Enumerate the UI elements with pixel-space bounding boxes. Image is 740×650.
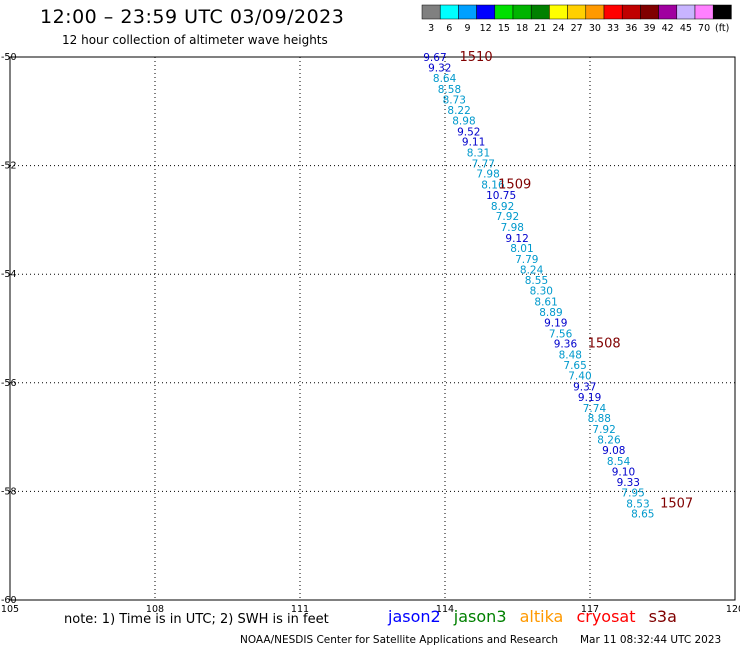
axis-ticks: 105 108 111 114 117 120 -50 -52 -54 -56 -58 -60	[1, 52, 740, 615]
wave-height-point: 9.10	[612, 466, 635, 478]
legend-label: 45	[680, 23, 692, 34]
y-tick-label: -52	[1, 161, 17, 172]
mission-altika: altika	[519, 607, 564, 626]
wave-height-point: 7.95	[621, 487, 644, 499]
y-tick-label: -50	[1, 52, 17, 63]
credit-line: NOAA/NESDIS Center for Satellite Applica…	[240, 634, 558, 646]
wave-height-point: 9.19	[544, 318, 567, 330]
generated-timestamp: Mar 11 08:32:44 UTC 2023	[580, 634, 722, 646]
wave-height-point: 9.32	[428, 62, 451, 74]
chart-plot: 105 108 111 114 117 120 -50 -52 -54 -56 -58 -60 9.6…	[1, 50, 740, 615]
time-labels: 1510 1509 1508 1507	[460, 50, 694, 511]
footnote: note: 1) Time is in UTC; 2) SWH is in fe…	[64, 612, 329, 627]
wave-height-point: 9.37	[573, 382, 596, 394]
color-legend: 3 6 9 12 15 18 21 24 27 30 33 36 39 42 45 70 (ft)	[421, 4, 732, 34]
wave-height-point: 7.40	[568, 371, 591, 383]
wave-height-point: 8.65	[631, 509, 654, 521]
wave-height-point: 7.98	[476, 169, 499, 181]
wave-height-point: 9.36	[554, 339, 578, 351]
time-label: 1509	[498, 178, 531, 193]
wave-height-point: 7.56	[549, 328, 573, 340]
wave-height-point: 9.11	[462, 137, 485, 149]
legend-label: 12	[480, 23, 492, 34]
chart-title: 12:00 – 23:59 UTC 03/09/2023	[40, 6, 345, 28]
x-tick-label: 114	[436, 604, 454, 615]
x-tick-label: 108	[146, 604, 164, 615]
time-label: 1507	[660, 496, 693, 511]
plot-frame	[9, 56, 736, 601]
legend-label: 42	[662, 23, 674, 34]
time-label: 1510	[460, 50, 493, 65]
wave-height-point: 8.22	[447, 105, 470, 117]
wave-height-point: 9.52	[457, 126, 480, 138]
grid-lines	[10, 57, 735, 600]
mission-jason2: jason2	[388, 607, 441, 626]
mission-legend: jason2 jason3 altika cryosat s3a	[388, 607, 685, 626]
wave-height-point: 7.92	[592, 424, 615, 436]
legend-label: 30	[589, 23, 601, 34]
legend-label: 24	[552, 23, 564, 34]
wave-height-point: 8.61	[534, 296, 557, 308]
wave-height-point: 7.98	[501, 222, 524, 234]
wave-height-point: 8.30	[530, 285, 553, 297]
wave-height-point: 7.65	[563, 360, 586, 372]
wave-height-point: 8.92	[491, 201, 514, 213]
y-tick-label: -60	[1, 595, 17, 606]
legend-label: 15	[498, 23, 510, 34]
legend-label: 21	[534, 23, 546, 34]
y-tick-label: -58	[1, 486, 17, 497]
wave-height-point: 8.58	[438, 84, 461, 96]
legend-swatch	[712, 4, 732, 20]
legend-label: 70	[698, 23, 710, 34]
legend-label: 36	[625, 23, 637, 34]
legend-label: 39	[643, 23, 655, 34]
mission-cryosat: cryosat	[576, 607, 636, 626]
wave-height-point: 8.26	[597, 434, 621, 446]
wave-height-point: 8.48	[559, 350, 582, 362]
wave-height-point: 8.64	[433, 73, 457, 85]
wave-height-point: 8.88	[588, 413, 611, 425]
x-tick-label: 105	[1, 604, 19, 615]
legend-label: 18	[516, 23, 528, 34]
wave-height-point: 10.75	[486, 190, 516, 202]
wave-height-point: 8.53	[626, 498, 649, 510]
wave-height-point: 8.89	[539, 307, 562, 319]
y-tick-label: -54	[1, 269, 17, 280]
wave-height-point: 8.31	[467, 148, 490, 160]
time-label: 1508	[588, 337, 621, 352]
x-tick-label: 111	[291, 604, 309, 615]
legend-label: 33	[607, 23, 619, 34]
wave-height-point: 8.98	[452, 116, 475, 128]
legend-unit: (ft)	[715, 23, 729, 34]
x-tick-label: 120	[726, 604, 740, 615]
wave-height-point: 9.08	[602, 445, 625, 457]
data-points: 9.679.328.648.588.738.228.989.529.118.31…	[423, 52, 654, 521]
wave-height-point: 9.33	[617, 477, 640, 489]
wave-height-point: 7.92	[496, 211, 519, 223]
wave-height-point: 8.73	[443, 94, 466, 106]
y-tick-label: -56	[1, 378, 17, 389]
wave-height-point: 9.67	[423, 52, 446, 64]
wave-height-point: 8.54	[607, 456, 631, 468]
legend-label: 27	[571, 23, 583, 34]
chart-subtitle: 12 hour collection of altimeter wave hei…	[62, 33, 328, 47]
legend-label: 3	[428, 23, 434, 34]
wave-height-point: 9.12	[505, 233, 528, 245]
mission-s3a: s3a	[648, 607, 677, 626]
wave-height-point: 8.55	[525, 275, 548, 287]
wave-height-point: 7.79	[515, 254, 538, 266]
wave-height-point: 8.24	[520, 264, 544, 276]
mission-jason3: jason3	[453, 607, 507, 626]
wave-height-point: 7.74	[583, 403, 607, 415]
legend-label: 6	[446, 23, 452, 34]
x-tick-label: 117	[581, 604, 599, 615]
wave-height-point: 7.77	[472, 158, 495, 170]
wave-height-point: 9.19	[578, 392, 601, 404]
wave-height-point: 8.16	[481, 180, 505, 192]
wave-height-point: 8.01	[510, 243, 533, 255]
legend-label: 9	[464, 23, 470, 34]
